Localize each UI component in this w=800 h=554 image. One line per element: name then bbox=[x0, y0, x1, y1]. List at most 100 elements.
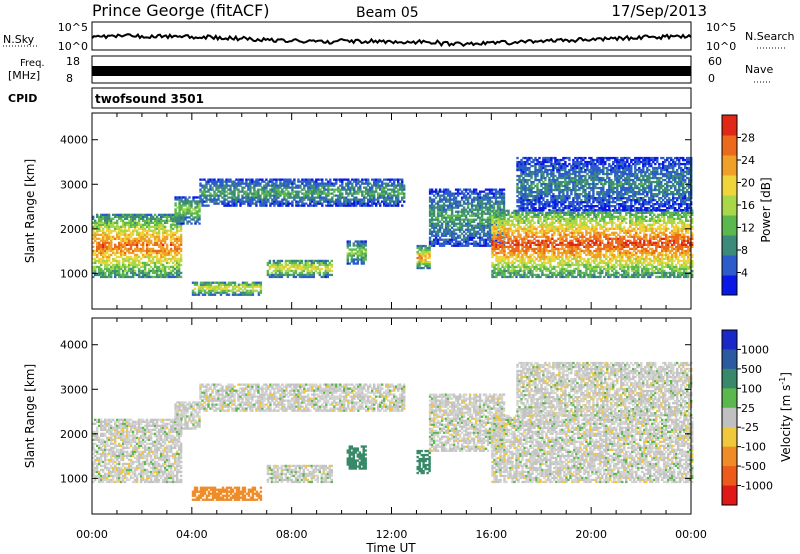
echo-cell bbox=[257, 180, 260, 183]
echo-cell bbox=[265, 204, 268, 207]
echo-cell bbox=[155, 221, 159, 224]
echo-cell bbox=[559, 269, 562, 273]
echo-cell bbox=[245, 198, 248, 201]
echo-cell bbox=[569, 245, 572, 248]
echo-cell bbox=[178, 196, 181, 199]
echo-cell bbox=[174, 202, 177, 205]
echo-cell bbox=[589, 217, 592, 220]
echo-cell bbox=[464, 198, 468, 201]
echo-cell bbox=[513, 247, 516, 251]
echo-cell bbox=[163, 235, 167, 238]
echo-cell bbox=[155, 237, 159, 240]
echo-cell bbox=[533, 233, 536, 236]
echo-cell bbox=[446, 204, 450, 207]
echo-cell bbox=[333, 190, 336, 193]
echo-cell bbox=[151, 233, 155, 236]
echo-cell bbox=[579, 213, 582, 216]
echo-cell bbox=[297, 194, 300, 197]
echo-cell bbox=[509, 249, 512, 253]
echo-cell bbox=[454, 206, 458, 209]
echo-cell bbox=[499, 219, 502, 222]
echo-cell bbox=[440, 206, 444, 209]
echo-cell bbox=[501, 223, 504, 226]
echo-cell bbox=[571, 217, 574, 220]
echo-cell bbox=[559, 223, 562, 226]
echo-cell bbox=[494, 188, 498, 191]
echo-cell bbox=[561, 223, 564, 226]
echo-cell bbox=[114, 213, 117, 216]
echo-cell bbox=[318, 273, 321, 277]
echo-cell bbox=[145, 243, 149, 246]
echo-cell bbox=[446, 242, 450, 245]
echo-cell bbox=[302, 275, 305, 279]
echo-cell bbox=[345, 204, 348, 207]
echo-cell bbox=[173, 231, 177, 234]
echo-cell bbox=[118, 271, 121, 275]
echo-cell bbox=[452, 194, 456, 197]
echo-cell bbox=[495, 235, 498, 238]
echo-cell bbox=[525, 251, 528, 255]
echo-cell bbox=[432, 224, 436, 227]
echo-cell bbox=[302, 269, 305, 273]
echo-cell bbox=[448, 232, 452, 235]
echo-cell bbox=[199, 182, 202, 185]
echo-cell bbox=[194, 210, 197, 213]
echo-cell bbox=[387, 182, 390, 185]
echo-cell bbox=[486, 202, 490, 205]
echo-cell bbox=[535, 235, 538, 238]
echo-cell bbox=[381, 180, 384, 183]
echo-cell bbox=[357, 178, 360, 181]
echo-cell bbox=[279, 178, 282, 181]
echo-cell bbox=[121, 275, 125, 279]
echo-cell bbox=[563, 229, 566, 232]
echo-cell bbox=[587, 267, 590, 271]
echo-cell bbox=[131, 233, 135, 236]
echo-cell bbox=[312, 273, 315, 277]
echo-cell bbox=[472, 226, 476, 229]
echo-cell bbox=[261, 198, 264, 201]
echo-cell bbox=[573, 235, 576, 238]
echo-cell bbox=[476, 204, 480, 207]
echo-cell bbox=[147, 251, 151, 255]
echo-cell bbox=[281, 184, 284, 187]
echo-cell bbox=[356, 262, 359, 265]
echo-cell bbox=[495, 275, 498, 279]
echo-cell bbox=[585, 231, 588, 234]
echo-cell bbox=[131, 267, 135, 271]
echo-cell bbox=[201, 200, 204, 203]
echo-cell bbox=[432, 238, 436, 241]
echo-cell bbox=[223, 200, 226, 203]
echo-cell bbox=[149, 219, 153, 222]
echo-cell bbox=[118, 261, 121, 265]
echo-cell bbox=[416, 260, 419, 264]
echo-cell bbox=[169, 223, 173, 226]
echo-cell bbox=[231, 293, 235, 296]
echo-cell bbox=[333, 182, 336, 185]
echo-cell bbox=[507, 219, 510, 222]
echo-cell bbox=[523, 269, 526, 273]
echo-cell bbox=[595, 263, 598, 267]
echo-cell bbox=[440, 216, 444, 219]
echo-cell bbox=[535, 257, 538, 261]
echo-cell bbox=[361, 204, 364, 207]
echo-cell bbox=[464, 240, 468, 243]
echo-cell bbox=[213, 190, 216, 193]
echo-cell bbox=[494, 196, 498, 199]
echo-cell bbox=[203, 283, 207, 286]
echo-cell bbox=[591, 217, 594, 220]
echo-cell bbox=[102, 271, 105, 275]
echo-cell bbox=[571, 271, 574, 275]
echo-cell bbox=[551, 235, 554, 238]
echo-cell bbox=[527, 275, 530, 279]
echo-cell bbox=[182, 196, 185, 199]
echo-cell bbox=[367, 204, 370, 207]
echo-cell bbox=[555, 273, 558, 277]
echo-cell bbox=[163, 247, 167, 251]
echo-cell bbox=[143, 249, 147, 253]
echo-cell bbox=[100, 249, 103, 253]
echo-cell bbox=[547, 275, 550, 279]
echo-cell bbox=[203, 196, 206, 199]
echo-cell bbox=[499, 217, 502, 220]
echo-cell bbox=[355, 200, 358, 203]
